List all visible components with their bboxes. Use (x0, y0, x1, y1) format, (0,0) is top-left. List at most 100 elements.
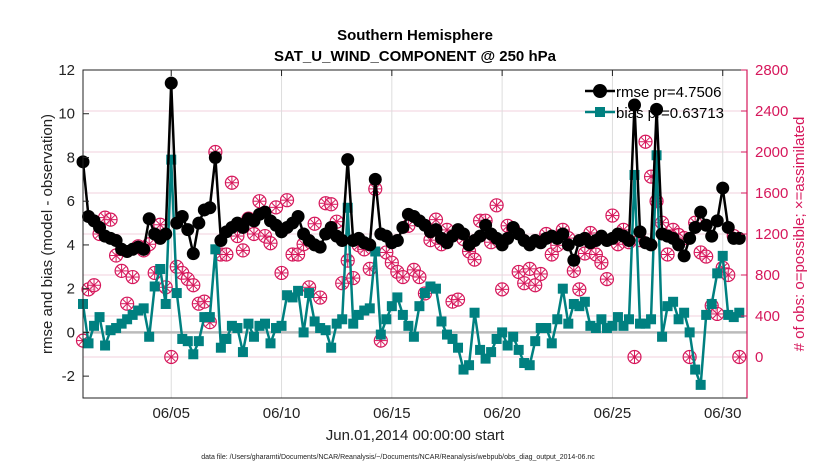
bias-point (519, 358, 530, 369)
bias-point (375, 329, 386, 340)
rmse-point (622, 234, 636, 248)
obs-assimilated-cross (640, 137, 651, 147)
bias-point (430, 283, 441, 294)
obs-assimilated-cross (470, 255, 480, 265)
bias-point (188, 349, 199, 360)
bias-point (695, 379, 706, 390)
legend-rmse-marker (593, 84, 607, 98)
bias-point (100, 340, 111, 351)
bias-point (469, 307, 480, 318)
obs-assimilated-cross (221, 249, 231, 260)
bias-point (557, 283, 568, 294)
y-axis-label: rmse and bias (model - observation) (39, 114, 56, 354)
obs-assimilated-cross (398, 272, 408, 282)
bias-point (348, 318, 359, 329)
obs-assimilated-cross (188, 280, 198, 290)
bias-point (221, 333, 232, 344)
bias-point (734, 307, 745, 318)
y2-tick-label: 1600 (755, 185, 788, 202)
obs-count-marker (572, 282, 587, 297)
x-tick-label: 06/05 (152, 405, 190, 422)
bias-point (508, 331, 519, 342)
rmse-point (181, 223, 195, 237)
obs-count-marker (186, 278, 201, 293)
y-tick-label: 6 (67, 193, 75, 210)
obs-count-marker (313, 290, 328, 305)
obs-count-marker (412, 269, 427, 285)
bias-point (105, 325, 116, 336)
obs-count-marker (324, 197, 339, 212)
legend-bias-marker (595, 107, 605, 117)
rmse-point (164, 76, 178, 90)
rmse-point (291, 210, 305, 224)
bias-point (370, 246, 381, 257)
legend-rmse-label: rmse pr=4.7506 (616, 84, 721, 101)
bias-point (491, 333, 502, 344)
bias-point (623, 314, 634, 325)
x-tick-label: 06/20 (483, 405, 521, 422)
obs-assimilated-cross (326, 199, 336, 209)
y-tick-label: 10 (58, 106, 75, 123)
rmse-point (705, 229, 719, 243)
bias-point (712, 268, 723, 279)
bias-point (160, 298, 171, 309)
bias-point (83, 338, 94, 349)
bias-point (94, 312, 105, 323)
bias-point (596, 314, 607, 325)
obs-count-marker (268, 200, 284, 215)
bias-point (353, 309, 364, 320)
bias-point (138, 303, 149, 314)
obs-count-marker (627, 349, 642, 365)
bias-point (122, 314, 133, 325)
y-tick-label: 12 (58, 62, 75, 79)
bias-point (282, 290, 293, 301)
obs-count-marker (279, 193, 295, 208)
bias-point (673, 314, 684, 325)
rmse-point (556, 227, 570, 241)
bias-point (271, 323, 282, 334)
rmse-point (192, 216, 206, 230)
bias-point (601, 323, 612, 334)
bias-point (397, 309, 408, 320)
bias-point (563, 318, 574, 329)
obs-assimilated-cross (453, 295, 463, 305)
bias-point (381, 314, 392, 325)
obs-assimilated-cross (381, 247, 391, 258)
bias-point (144, 331, 155, 342)
bias-point (315, 323, 326, 334)
bias-point (298, 327, 309, 338)
obs-assimilated-cross (128, 272, 138, 282)
obs-assimilated-cross (260, 231, 270, 241)
obs-assimilated-cross (265, 238, 276, 248)
bias-point (535, 323, 546, 334)
bias-point (480, 353, 491, 364)
obs-count-marker (346, 270, 361, 286)
obs-assimilated-cross (310, 219, 320, 229)
rmse-point (457, 227, 471, 241)
bias-point (706, 298, 717, 309)
bias-point (337, 314, 348, 325)
rmse-point (159, 227, 173, 241)
rmse-point (699, 218, 713, 232)
obs-count-marker (528, 278, 543, 293)
bias-point (127, 309, 138, 320)
bias-point (717, 250, 728, 261)
bias-point (486, 347, 497, 358)
obs-count-marker (307, 216, 322, 231)
obs-count-marker (660, 247, 675, 262)
bias-point (342, 202, 353, 213)
y-tick-label: 4 (67, 237, 75, 254)
bias-point (166, 154, 177, 165)
bias-point (204, 312, 215, 323)
y2-axis-label: # of obs: o=possible; ×=assimilated (791, 117, 808, 352)
bias-point (447, 333, 458, 344)
obs-assimilated-cross (602, 274, 612, 284)
bias-point (116, 318, 127, 329)
y-tick-label: 2 (67, 281, 75, 298)
bias-point (259, 318, 270, 329)
bias-point (326, 342, 337, 353)
obs-count-marker (86, 278, 102, 293)
bias-point (171, 288, 182, 299)
obs-count-marker (577, 246, 592, 261)
bias-point (568, 298, 579, 309)
